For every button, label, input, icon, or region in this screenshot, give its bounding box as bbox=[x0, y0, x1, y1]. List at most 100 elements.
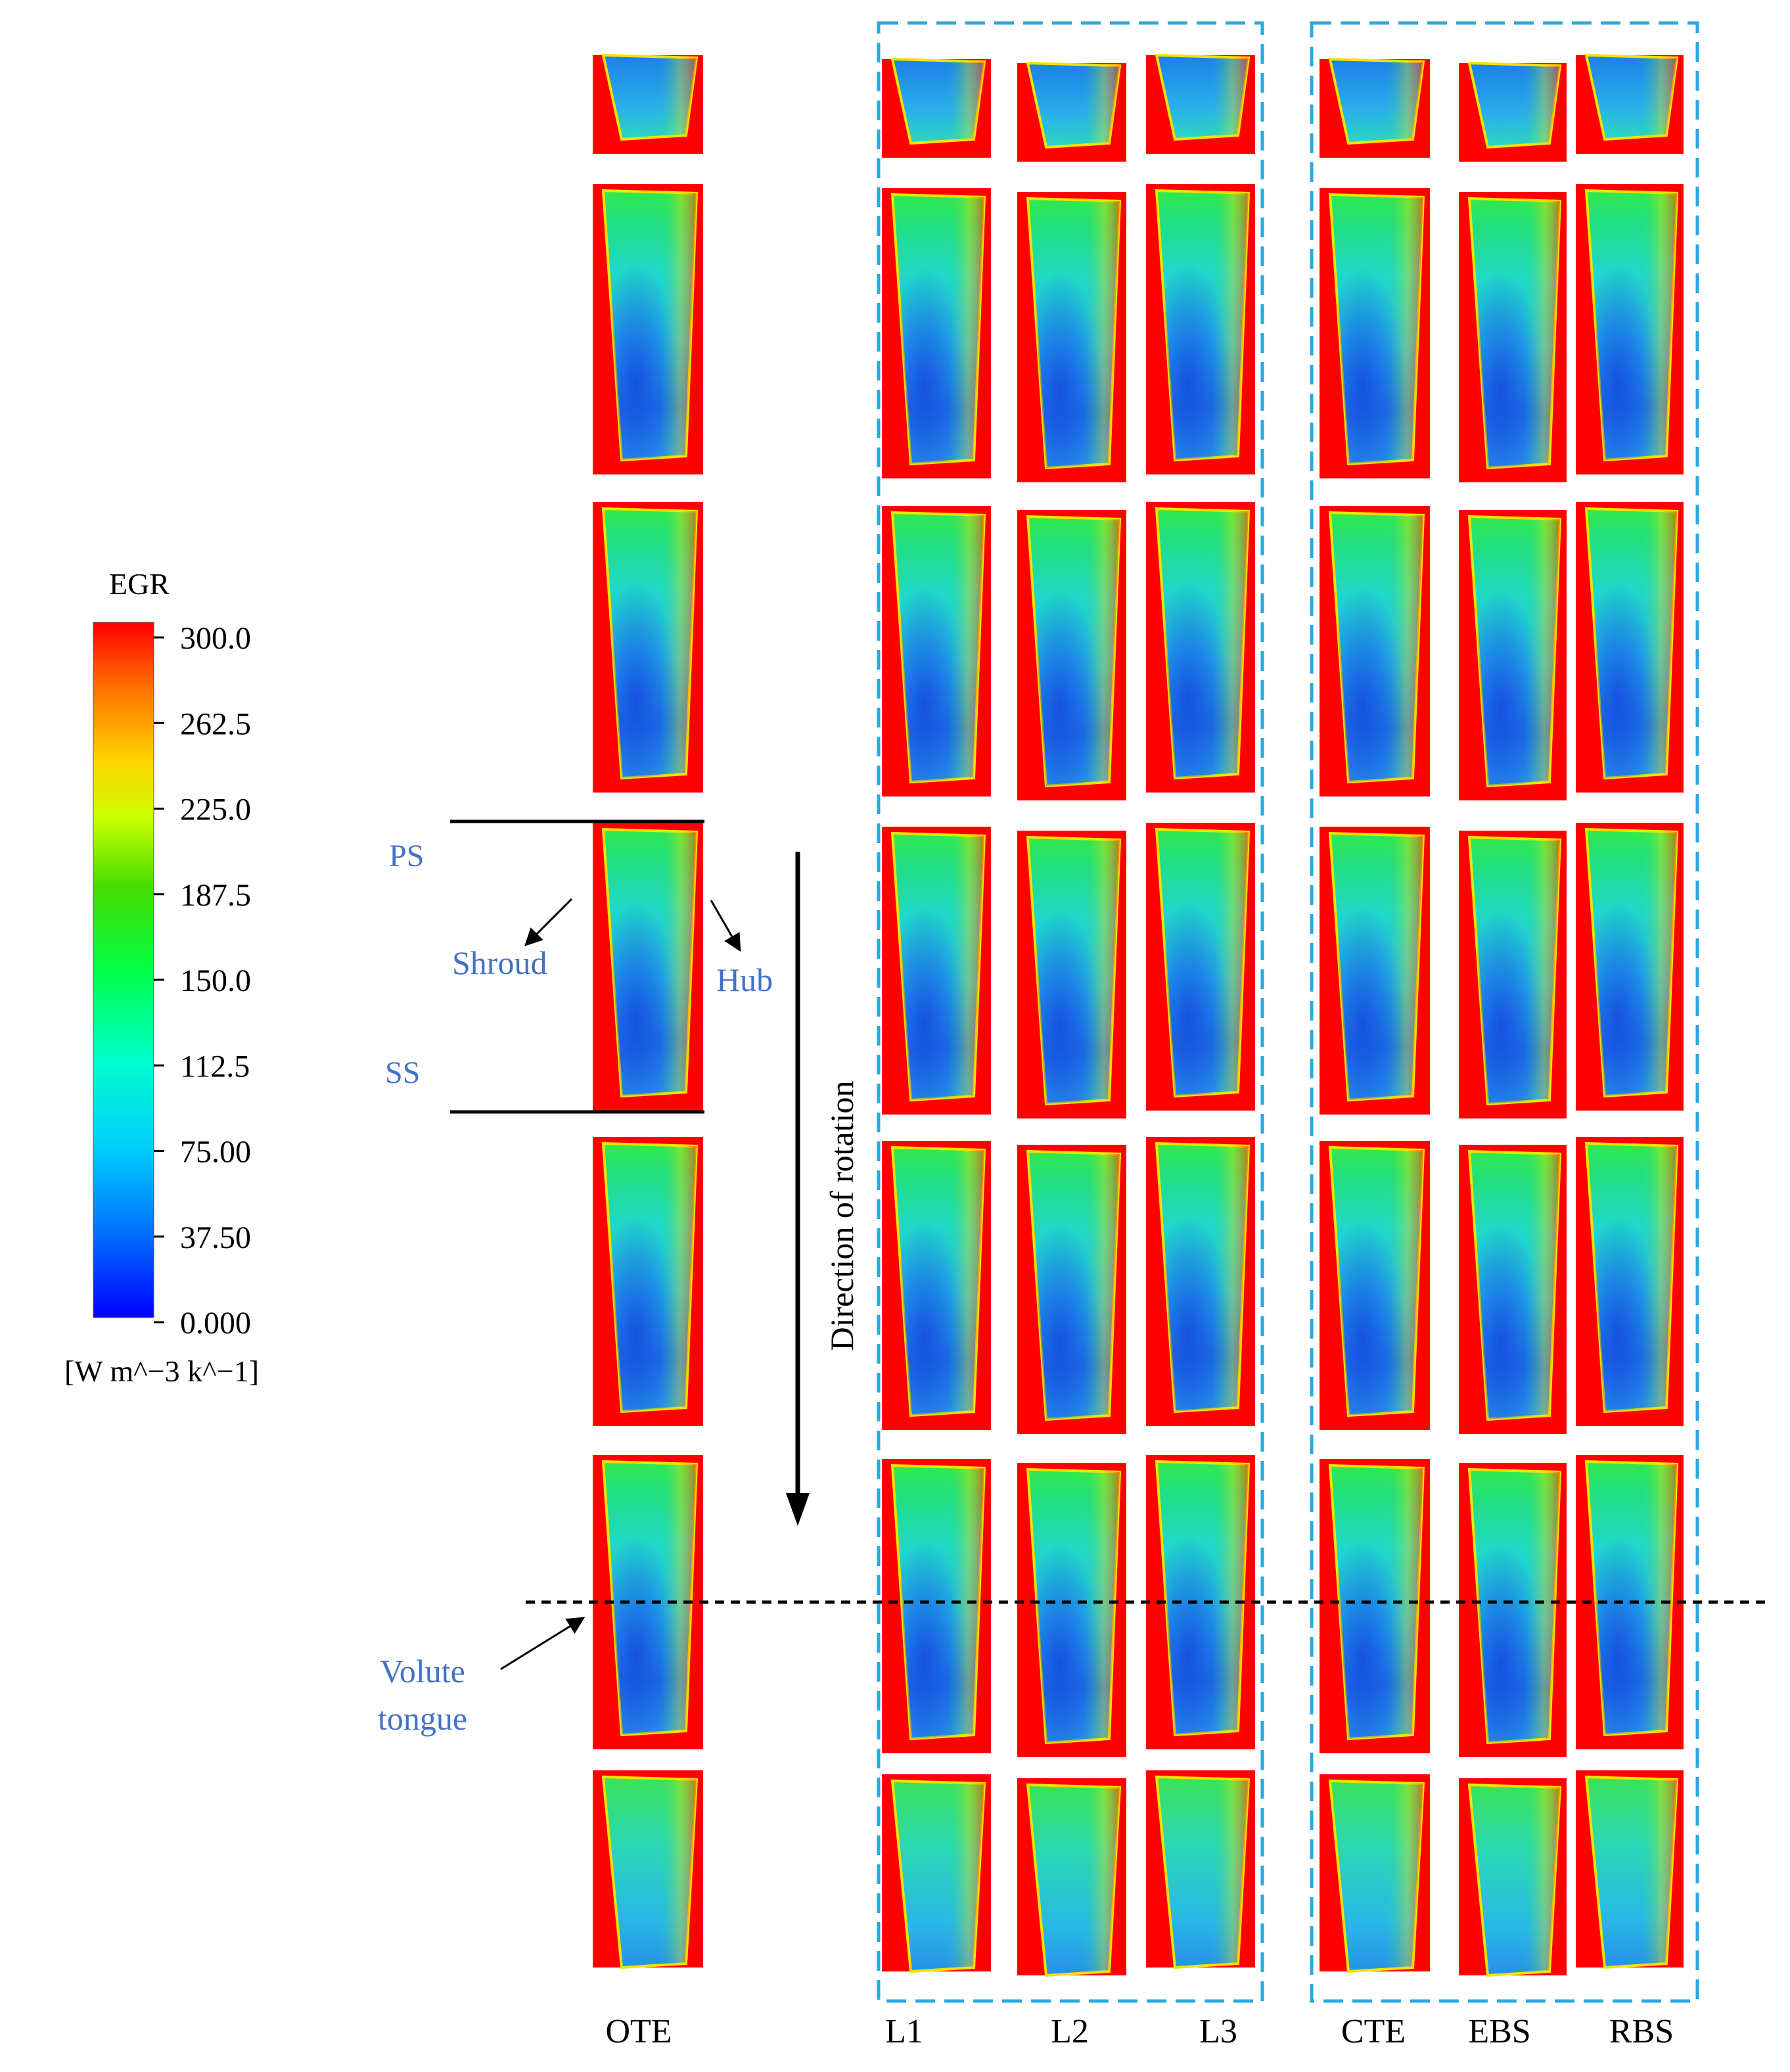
contour-panel bbox=[1576, 53, 1684, 154]
contour-panel bbox=[1320, 506, 1430, 796]
contour-panel bbox=[1320, 827, 1430, 1115]
contour-panel bbox=[593, 823, 703, 1111]
colorbar-ticks: 300.0 262.5 225.0 187.5 150.0 112.5 75.00 37.50… bbox=[154, 621, 251, 1341]
colorbar-tick-label: 37.50 bbox=[180, 1220, 251, 1255]
hub-high-egr-band bbox=[1028, 1469, 1120, 1743]
hub-high-egr-band bbox=[1330, 1147, 1423, 1416]
contour-panel bbox=[1146, 1455, 1255, 1749]
ps-label: PS bbox=[389, 839, 424, 873]
hub-high-egr-band bbox=[603, 1462, 697, 1735]
contour-panel bbox=[882, 1141, 991, 1430]
hub-high-egr-band bbox=[1157, 1777, 1249, 1968]
contour-panel bbox=[1017, 831, 1126, 1118]
shroud-arrow bbox=[524, 898, 573, 946]
hub-high-egr-band bbox=[1330, 195, 1423, 464]
contour-panel bbox=[1017, 61, 1126, 162]
hub-high-egr-band bbox=[1469, 198, 1560, 468]
contour-panel bbox=[1459, 1463, 1567, 1757]
column-label-l2: L2 bbox=[1051, 2013, 1089, 2050]
hub-high-egr-band bbox=[1028, 517, 1120, 786]
rotation-label: Direction of rotation bbox=[823, 1081, 860, 1351]
colorbar: EGR 300.0262.5225.0187.5150.0112.575.003… bbox=[64, 567, 259, 1388]
hub-high-egr-band bbox=[603, 1777, 697, 1968]
colorbar-tick-label: 75.00 bbox=[180, 1135, 251, 1170]
hub-high-egr-band bbox=[1586, 1777, 1677, 1968]
rotation-arrowhead bbox=[786, 1493, 810, 1526]
volute-label-line2: tongue bbox=[378, 1700, 467, 1737]
hub-high-egr-band bbox=[1469, 63, 1560, 147]
hub-high-egr-band bbox=[1330, 1465, 1423, 1739]
hub-high-egr-band bbox=[603, 829, 697, 1096]
hub-high-egr-band bbox=[603, 191, 697, 460]
colorbar-ramp bbox=[93, 622, 154, 1318]
hub-high-egr-band bbox=[1028, 837, 1120, 1104]
volute-label-line1: Volute bbox=[380, 1653, 465, 1690]
column-label-ote: OTE bbox=[605, 2013, 672, 2050]
hub-high-egr-band bbox=[1330, 833, 1423, 1100]
hub-high-egr-band bbox=[603, 55, 697, 139]
hub-high-egr-band bbox=[1028, 1151, 1120, 1419]
group-box-lobe bbox=[877, 21, 1264, 2003]
hub-high-egr-band bbox=[892, 833, 984, 1100]
column-label-rbs: RBS bbox=[1609, 2013, 1674, 2050]
hub-high-egr-band bbox=[1469, 1469, 1560, 1743]
colorbar-tick-label: 0.000 bbox=[180, 1306, 251, 1341]
hub-high-egr-band bbox=[1157, 509, 1249, 778]
hub-high-egr-band bbox=[1157, 1462, 1249, 1735]
contour-panel bbox=[1146, 1137, 1255, 1426]
contour-panel bbox=[882, 188, 991, 478]
hub-high-egr-band bbox=[1157, 191, 1249, 460]
hub-high-egr-band bbox=[1469, 837, 1560, 1104]
volute-tongue-arrow bbox=[500, 1617, 585, 1670]
contour-panel bbox=[1320, 1459, 1430, 1753]
hub-high-egr-band bbox=[1028, 198, 1120, 468]
contour-panel bbox=[1146, 184, 1255, 474]
contour-panel bbox=[593, 53, 703, 154]
shroud-label: Shroud bbox=[452, 944, 547, 981]
colorbar-tick-label: 150.0 bbox=[180, 963, 251, 998]
contour-panel bbox=[1459, 510, 1567, 800]
hub-high-egr-band bbox=[1586, 1143, 1677, 1412]
contour-panel bbox=[1017, 1778, 1126, 1977]
group-box-bionic bbox=[1310, 21, 1699, 2003]
contour-panel bbox=[1459, 192, 1567, 482]
hub-high-egr-band bbox=[1028, 1785, 1120, 1975]
hub-high-egr-band bbox=[1586, 191, 1677, 460]
contour-panel bbox=[1576, 184, 1684, 474]
contour-panel bbox=[1459, 1145, 1567, 1434]
column-label-cte: CTE bbox=[1341, 2013, 1406, 2050]
column-label-ebs: EBS bbox=[1468, 2013, 1530, 2050]
colorbar-tick-label: 112.5 bbox=[180, 1049, 250, 1084]
colorbar-tick-label: 300.0 bbox=[180, 621, 251, 656]
contour-panel bbox=[882, 1774, 991, 1973]
colorbar-tick-label: 187.5 bbox=[180, 878, 251, 913]
hub-high-egr-band bbox=[1469, 1785, 1560, 1975]
contour-panel bbox=[1017, 510, 1126, 800]
hub-high-egr-band bbox=[892, 59, 984, 143]
contour-panel bbox=[882, 57, 991, 158]
hub-high-egr-band bbox=[1469, 517, 1560, 786]
contour-panel bbox=[1320, 1774, 1430, 1973]
hub-high-egr-band bbox=[1586, 55, 1677, 139]
contour-panels bbox=[593, 53, 1684, 1977]
contour-panel bbox=[1576, 1137, 1684, 1426]
hub-high-egr-band bbox=[1469, 1151, 1560, 1419]
contour-panel bbox=[1459, 61, 1567, 162]
hub-high-egr-band bbox=[892, 1147, 984, 1416]
contour-panel bbox=[1017, 1145, 1126, 1434]
contour-panel bbox=[1459, 831, 1567, 1118]
contour-panel bbox=[882, 1459, 991, 1753]
column-label-l3: L3 bbox=[1199, 2013, 1237, 2050]
contour-panel bbox=[1146, 823, 1255, 1111]
hub-high-egr-band bbox=[1586, 829, 1677, 1096]
hub-high-egr-band bbox=[1330, 59, 1423, 143]
contour-panel bbox=[882, 506, 991, 796]
hub-high-egr-band bbox=[1586, 1462, 1677, 1735]
contour-panel bbox=[593, 184, 703, 474]
contour-panel bbox=[1320, 1141, 1430, 1430]
column-labels: OTE L1 L2 L3 CTE EBS RBS bbox=[605, 2013, 1674, 2050]
contour-panel bbox=[1459, 1778, 1567, 1977]
contour-panel bbox=[1576, 502, 1684, 793]
colorbar-title: EGR bbox=[109, 567, 170, 601]
